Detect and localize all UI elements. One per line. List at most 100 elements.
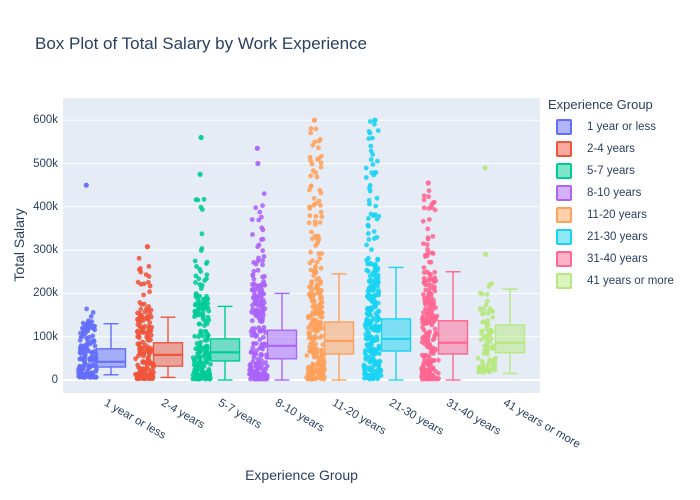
point[interactable] xyxy=(364,242,369,248)
point[interactable] xyxy=(252,372,258,378)
points-41-years-or-more[interactable] xyxy=(475,281,498,375)
point[interactable] xyxy=(427,291,433,296)
point[interactable] xyxy=(433,332,439,337)
point[interactable] xyxy=(477,306,483,312)
point[interactable] xyxy=(372,304,378,310)
point[interactable] xyxy=(91,363,97,368)
point[interactable] xyxy=(251,294,257,300)
point[interactable] xyxy=(197,282,203,287)
point[interactable] xyxy=(420,218,426,224)
point[interactable] xyxy=(375,283,380,289)
point[interactable] xyxy=(426,194,432,200)
point[interactable] xyxy=(306,220,312,226)
point[interactable] xyxy=(423,376,428,382)
point[interactable] xyxy=(252,299,258,304)
point[interactable] xyxy=(260,281,266,287)
point[interactable] xyxy=(319,251,325,256)
point[interactable] xyxy=(264,373,270,379)
point[interactable] xyxy=(251,341,256,346)
point[interactable] xyxy=(429,250,435,256)
point[interactable] xyxy=(478,337,484,343)
point[interactable] xyxy=(136,335,142,341)
iqr-box[interactable] xyxy=(323,321,355,355)
point[interactable] xyxy=(90,310,96,315)
point[interactable] xyxy=(249,349,254,354)
point[interactable] xyxy=(421,359,427,365)
point[interactable] xyxy=(148,307,154,313)
point[interactable] xyxy=(310,327,316,333)
point[interactable] xyxy=(201,196,207,202)
outlier-21-30-years[interactable] xyxy=(372,117,378,123)
point[interactable] xyxy=(251,268,257,274)
point[interactable] xyxy=(430,319,435,325)
plot-area[interactable] xyxy=(63,98,540,393)
point[interactable] xyxy=(85,371,91,377)
point[interactable] xyxy=(257,337,263,342)
point[interactable] xyxy=(367,201,372,207)
point[interactable] xyxy=(492,367,498,373)
point[interactable] xyxy=(313,317,318,322)
point[interactable] xyxy=(256,374,262,379)
point[interactable] xyxy=(208,361,213,367)
point[interactable] xyxy=(376,316,382,322)
point[interactable] xyxy=(309,312,315,318)
point[interactable] xyxy=(427,277,433,283)
point[interactable] xyxy=(316,145,321,151)
point[interactable] xyxy=(485,351,490,357)
iqr-box[interactable] xyxy=(494,324,526,354)
point[interactable] xyxy=(364,267,370,273)
point[interactable] xyxy=(260,227,266,233)
point[interactable] xyxy=(255,356,261,362)
iqr-box[interactable] xyxy=(266,329,298,360)
point[interactable] xyxy=(426,297,432,303)
point[interactable] xyxy=(490,343,496,349)
point[interactable] xyxy=(254,348,259,353)
point[interactable] xyxy=(259,298,264,304)
outlier-1-year-or-less[interactable] xyxy=(83,182,89,188)
point[interactable] xyxy=(135,328,140,334)
point[interactable] xyxy=(318,320,324,326)
point[interactable] xyxy=(371,229,377,235)
point[interactable] xyxy=(250,282,255,287)
points-21-30-years[interactable] xyxy=(361,119,384,382)
point[interactable] xyxy=(194,371,199,377)
point[interactable] xyxy=(366,310,372,315)
point[interactable] xyxy=(313,270,319,275)
point[interactable] xyxy=(193,301,199,307)
point[interactable] xyxy=(260,203,265,208)
point[interactable] xyxy=(137,300,143,305)
legend-item-11-20-years[interactable]: 11-20 years xyxy=(556,207,696,223)
point[interactable] xyxy=(371,316,377,321)
point[interactable] xyxy=(260,248,266,254)
point[interactable] xyxy=(492,364,498,369)
point[interactable] xyxy=(489,359,495,365)
point[interactable] xyxy=(203,304,209,309)
iqr-box[interactable] xyxy=(380,318,412,352)
point[interactable] xyxy=(425,235,431,241)
point[interactable] xyxy=(202,376,208,382)
point[interactable] xyxy=(428,259,434,265)
box-1-year-or-less[interactable] xyxy=(95,323,127,376)
point[interactable] xyxy=(422,353,427,359)
point[interactable] xyxy=(262,274,267,279)
point[interactable] xyxy=(421,292,426,297)
point[interactable] xyxy=(373,203,379,209)
point[interactable] xyxy=(421,193,427,199)
point[interactable] xyxy=(479,331,484,336)
outlier-2-4-years[interactable] xyxy=(144,244,150,250)
point[interactable] xyxy=(424,269,430,275)
point[interactable] xyxy=(363,165,369,171)
outlier-31-40-years[interactable] xyxy=(425,180,431,186)
point[interactable] xyxy=(374,337,380,343)
point[interactable] xyxy=(485,318,491,323)
point[interactable] xyxy=(137,343,142,348)
point[interactable] xyxy=(94,366,99,372)
point[interactable] xyxy=(307,187,312,193)
point[interactable] xyxy=(145,344,151,350)
point[interactable] xyxy=(423,287,429,293)
point[interactable] xyxy=(193,292,199,298)
point[interactable] xyxy=(77,337,83,343)
point[interactable] xyxy=(141,292,146,298)
point[interactable] xyxy=(430,351,436,356)
iqr-box[interactable] xyxy=(437,319,469,355)
